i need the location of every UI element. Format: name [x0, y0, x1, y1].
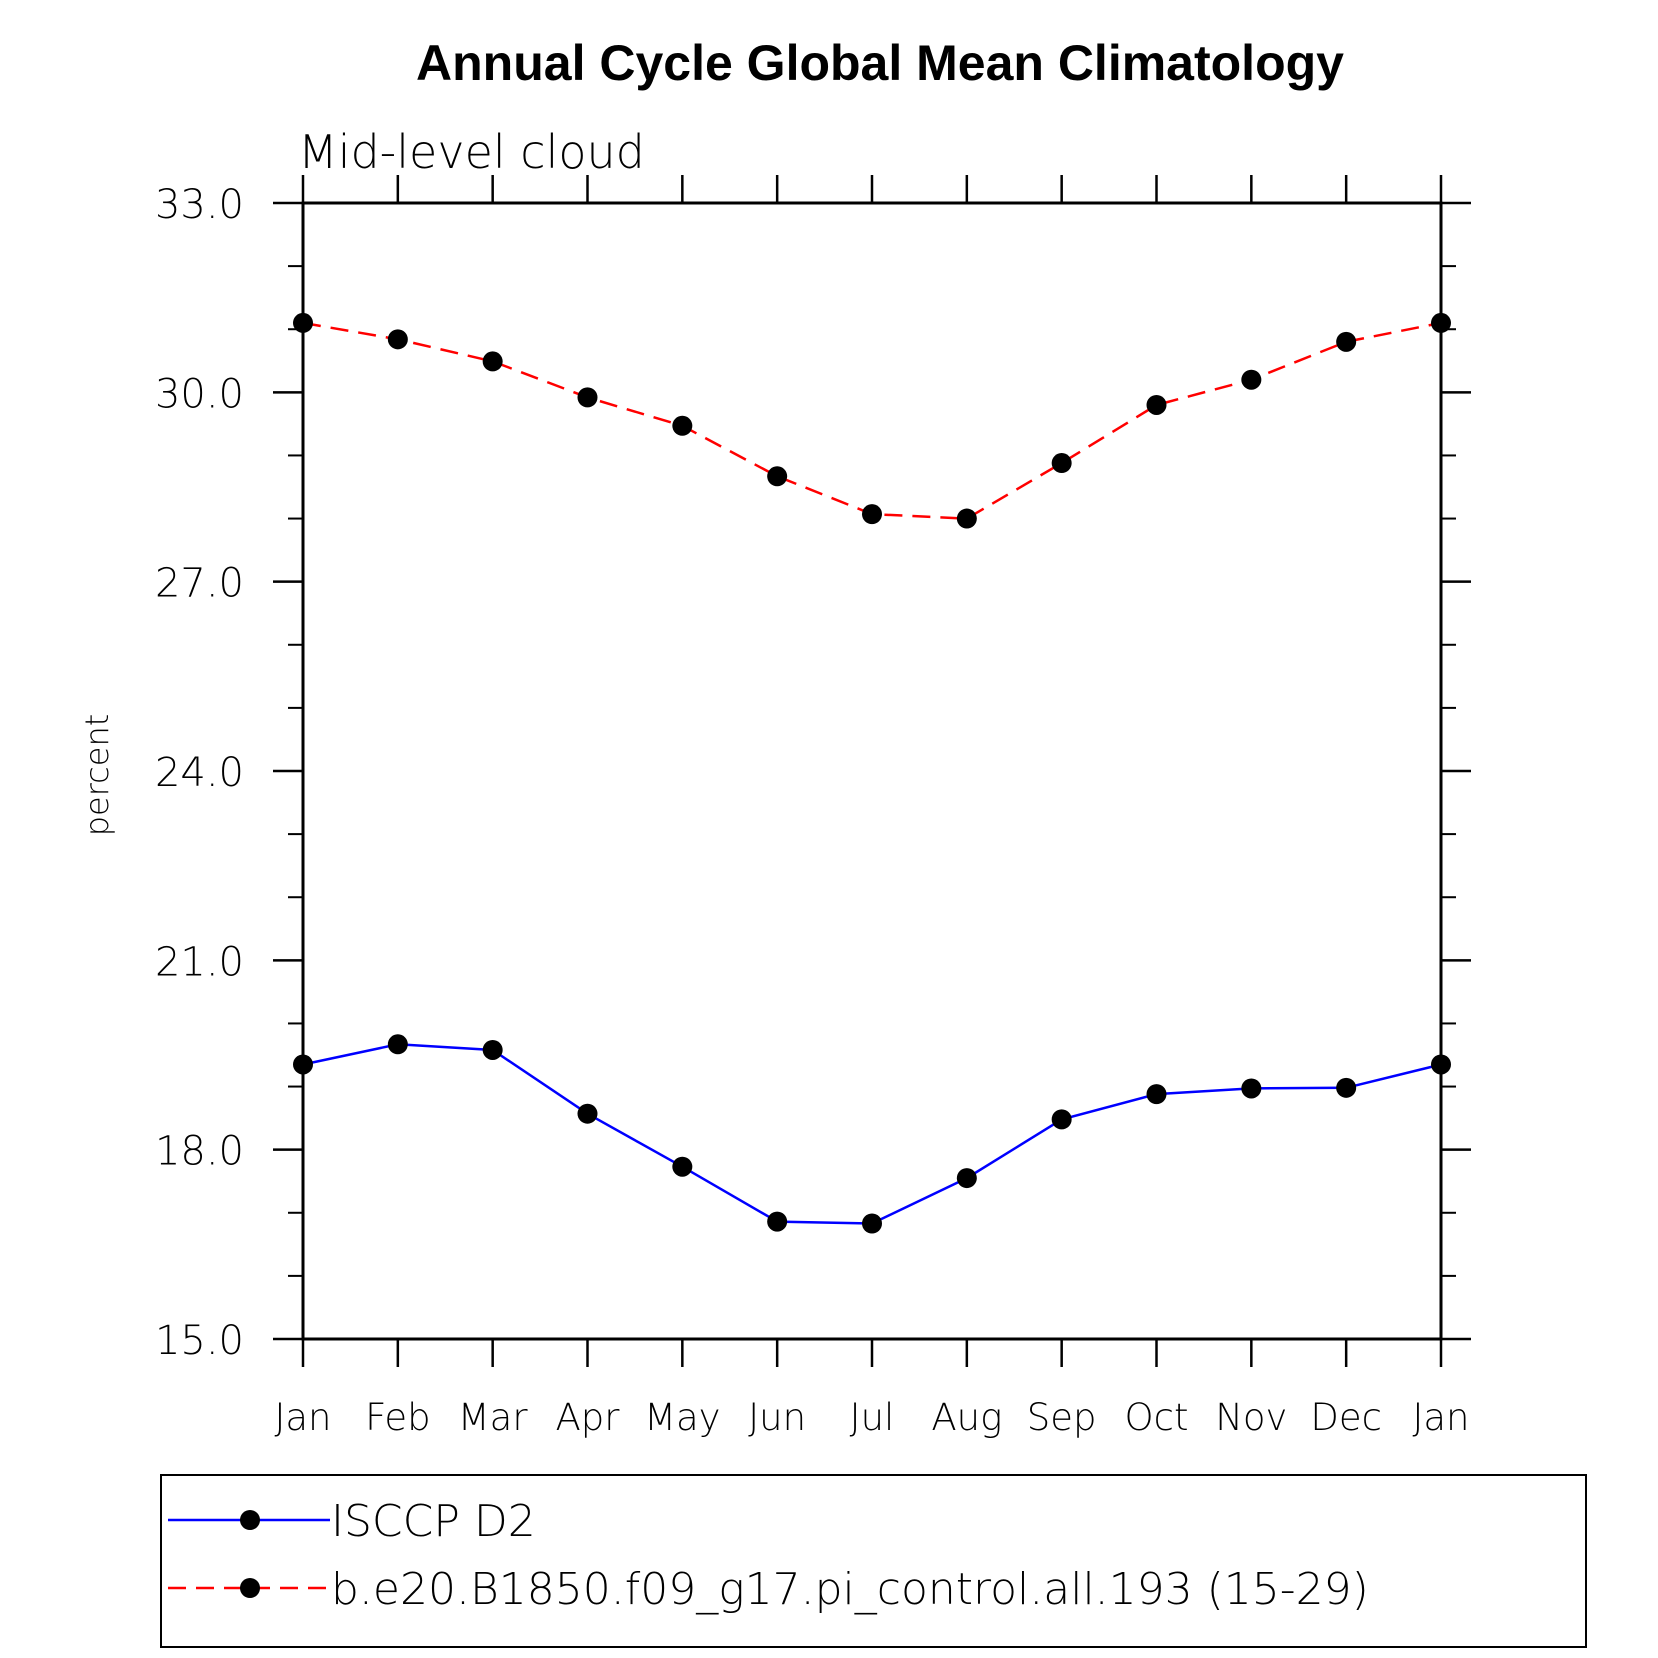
legend: ISCCP D2 b.e20.B1850.f09_g17.pi_control.…	[160, 1474, 1587, 1648]
data-point-series-0	[482, 1039, 503, 1060]
data-point-series-0	[672, 1156, 693, 1177]
y-tick-label: 27.0	[155, 561, 244, 607]
x-tick-label: Jun	[748, 1396, 806, 1439]
data-point-series-1	[293, 312, 313, 333]
axis-ticks	[273, 175, 1471, 1367]
data-point-series-1	[767, 466, 788, 487]
y-tick-label: 21.0	[155, 939, 244, 985]
y-tick-label: 15.0	[155, 1318, 244, 1364]
data-point-series-1	[1241, 369, 1262, 390]
legend-marker-1	[240, 1578, 260, 1598]
chart-title: Annual Cycle Global Mean Climatology	[416, 35, 1344, 91]
legend-marker-0	[240, 1510, 260, 1530]
data-point-series-1	[1146, 394, 1167, 415]
data-point-series-0	[293, 1054, 313, 1075]
y-axis-label: percent	[78, 714, 116, 837]
x-tick-label: Jul	[850, 1396, 895, 1439]
y-tick-label: 33.0	[155, 182, 244, 228]
y-tick-labels: 15.0 18.0 21.0 24.0 27.0 30.0 33.0	[155, 182, 244, 1364]
x-tick-label: Oct	[1125, 1396, 1189, 1439]
data-point-series-1	[672, 415, 693, 436]
legend-label-1: b.e20.B1850.f09_g17.pi_control.all.193 (…	[331, 1564, 1369, 1615]
y-tick-label: 24.0	[155, 750, 244, 796]
series-line-0	[302, 1043, 1442, 1225]
series-markers	[293, 312, 1451, 1234]
x-tick-label: Aug	[931, 1396, 1002, 1439]
data-point-series-0	[1241, 1078, 1262, 1099]
data-point-series-1	[577, 387, 598, 408]
data-point-series-0	[956, 1168, 977, 1189]
data-point-series-0	[1431, 1054, 1451, 1075]
series-line-1	[302, 321, 1442, 520]
x-tick-label: Jan	[274, 1396, 331, 1439]
x-tick-label: Nov	[1215, 1396, 1287, 1439]
data-point-series-0	[577, 1103, 598, 1124]
x-tick-label: Jan	[1412, 1396, 1469, 1439]
chart-subtitle: Mid-level cloud	[298, 125, 645, 179]
x-tick-label: Feb	[365, 1396, 431, 1439]
data-point-series-1	[1336, 331, 1357, 352]
data-point-series-0	[387, 1034, 408, 1055]
data-point-series-1	[1431, 312, 1451, 333]
y-tick-label: 18.0	[155, 1129, 244, 1175]
data-point-series-0	[1146, 1084, 1167, 1105]
x-tick-label: Sep	[1027, 1396, 1097, 1439]
data-point-series-1	[387, 329, 408, 350]
data-point-series-0	[862, 1213, 882, 1234]
x-tick-labels: Jan Feb Mar Apr May Jun Jul Aug Sep Oct Nov Dec Jan	[274, 1396, 1469, 1439]
legend-label-0: ISCCP D2	[331, 1496, 536, 1547]
x-tick-label: May	[644, 1396, 721, 1439]
x-tick-label: Mar	[458, 1396, 529, 1439]
series-lines	[302, 321, 1442, 1225]
legend-box	[160, 1474, 1587, 1648]
x-tick-label: Apr	[555, 1396, 620, 1439]
y-tick-label: 30.0	[155, 371, 244, 417]
data-point-series-1	[482, 351, 503, 372]
data-point-series-0	[1336, 1077, 1357, 1098]
data-point-series-1	[1051, 453, 1072, 474]
data-point-series-0	[767, 1211, 788, 1232]
data-point-series-0	[1051, 1109, 1072, 1130]
data-point-series-1	[862, 504, 882, 525]
x-tick-label: Dec	[1310, 1396, 1382, 1439]
data-point-series-1	[956, 508, 977, 529]
